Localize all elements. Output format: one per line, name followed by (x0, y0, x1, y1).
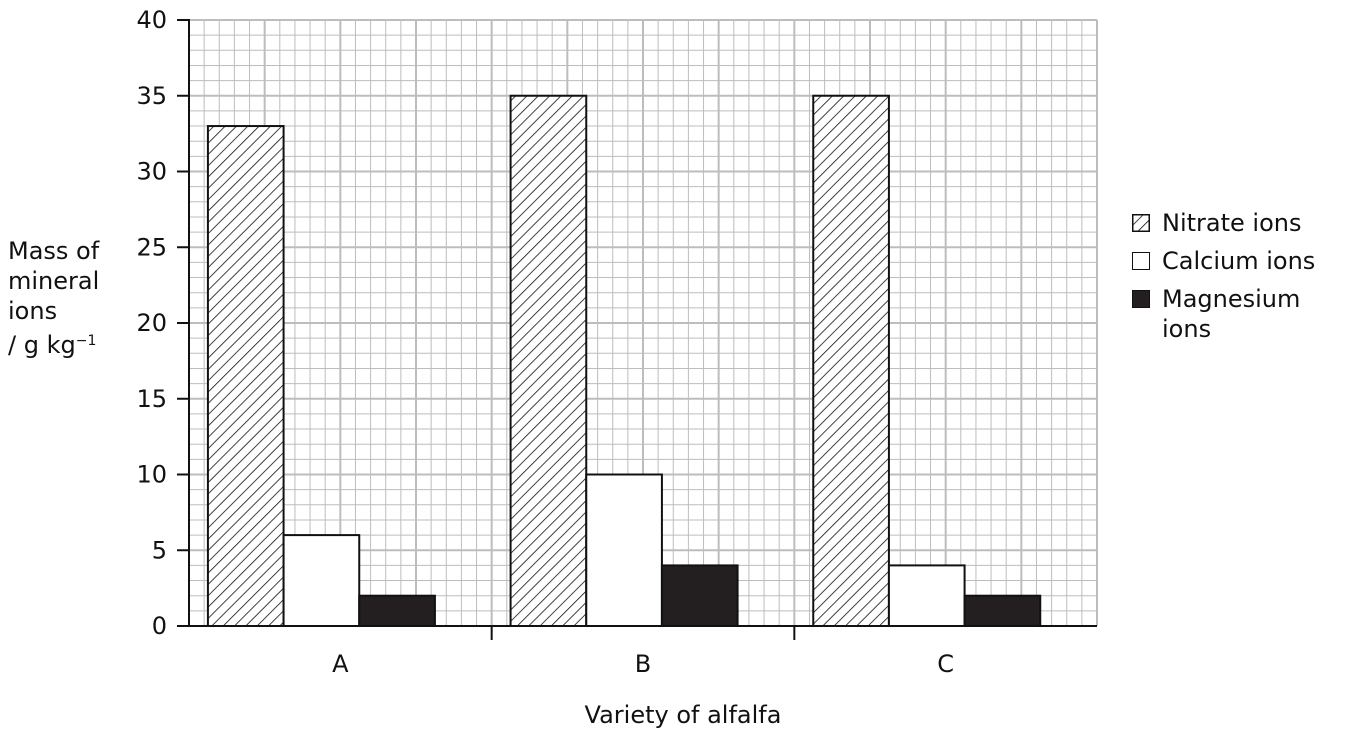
y-tick-label: 0 (152, 612, 167, 640)
y-tick-label: 20 (136, 309, 167, 337)
y-tick-label: 10 (136, 461, 167, 489)
bar-B-magnesium-ions (660, 564, 739, 628)
bar-B-nitrate-ions (509, 94, 588, 627)
x-tick-label: A (332, 650, 349, 678)
bar-A-magnesium-ions (358, 594, 436, 628)
bar-C-nitrate-ions (812, 94, 890, 627)
black-swatch-icon (1132, 290, 1150, 308)
y-tick-label: 15 (136, 385, 167, 413)
white-swatch-icon (1132, 252, 1150, 270)
bar-B-calcium-ions (585, 473, 663, 627)
y-tick-label: 5 (152, 536, 167, 564)
bar-C-calcium-ions (887, 564, 966, 628)
y-label-line-1: Mass of (8, 237, 100, 265)
bar-A-calcium-ions (282, 534, 361, 627)
legend-label-calcium: Calcium ions (1162, 247, 1316, 275)
y-tick-label: 30 (136, 158, 167, 186)
y-tick-label: 25 (136, 233, 167, 261)
bar-C-magnesium-ions (963, 594, 1042, 628)
x-tick-labels: A B C (332, 650, 954, 678)
bar-A-nitrate-ions (206, 125, 285, 628)
y-label-unit-exponent: −1 (75, 333, 97, 349)
x-tick-label: B (635, 650, 651, 678)
axes (177, 19, 1097, 640)
y-label-line-4: / g kg (8, 331, 76, 359)
legend-label-magnesium: Magnesium ions (1162, 285, 1301, 343)
x-axis-label: Variety of alfalfa (585, 701, 782, 729)
hatched-swatch-icon (1132, 214, 1150, 232)
y-label-line-2: mineral (8, 267, 100, 295)
legend-item-calcium: Calcium ions (1130, 246, 1359, 276)
y-tick-label: 40 (136, 6, 167, 34)
y-axis-label: Mass of mineral ions / g kg−1 (8, 236, 138, 360)
y-label-line-3: ions (8, 297, 58, 325)
y-tick-label: 35 (136, 82, 167, 110)
legend-label-nitrate: Nitrate ions (1162, 209, 1302, 237)
legend-item-magnesium: Magnesium ions (1130, 284, 1359, 344)
legend: Nitrate ions Calcium ions Magnesium ions (1130, 208, 1359, 352)
x-tick-label: C (937, 650, 954, 678)
legend-item-nitrate: Nitrate ions (1130, 208, 1359, 238)
y-tick-labels: 0 5 10 15 20 25 30 35 40 (136, 6, 167, 640)
